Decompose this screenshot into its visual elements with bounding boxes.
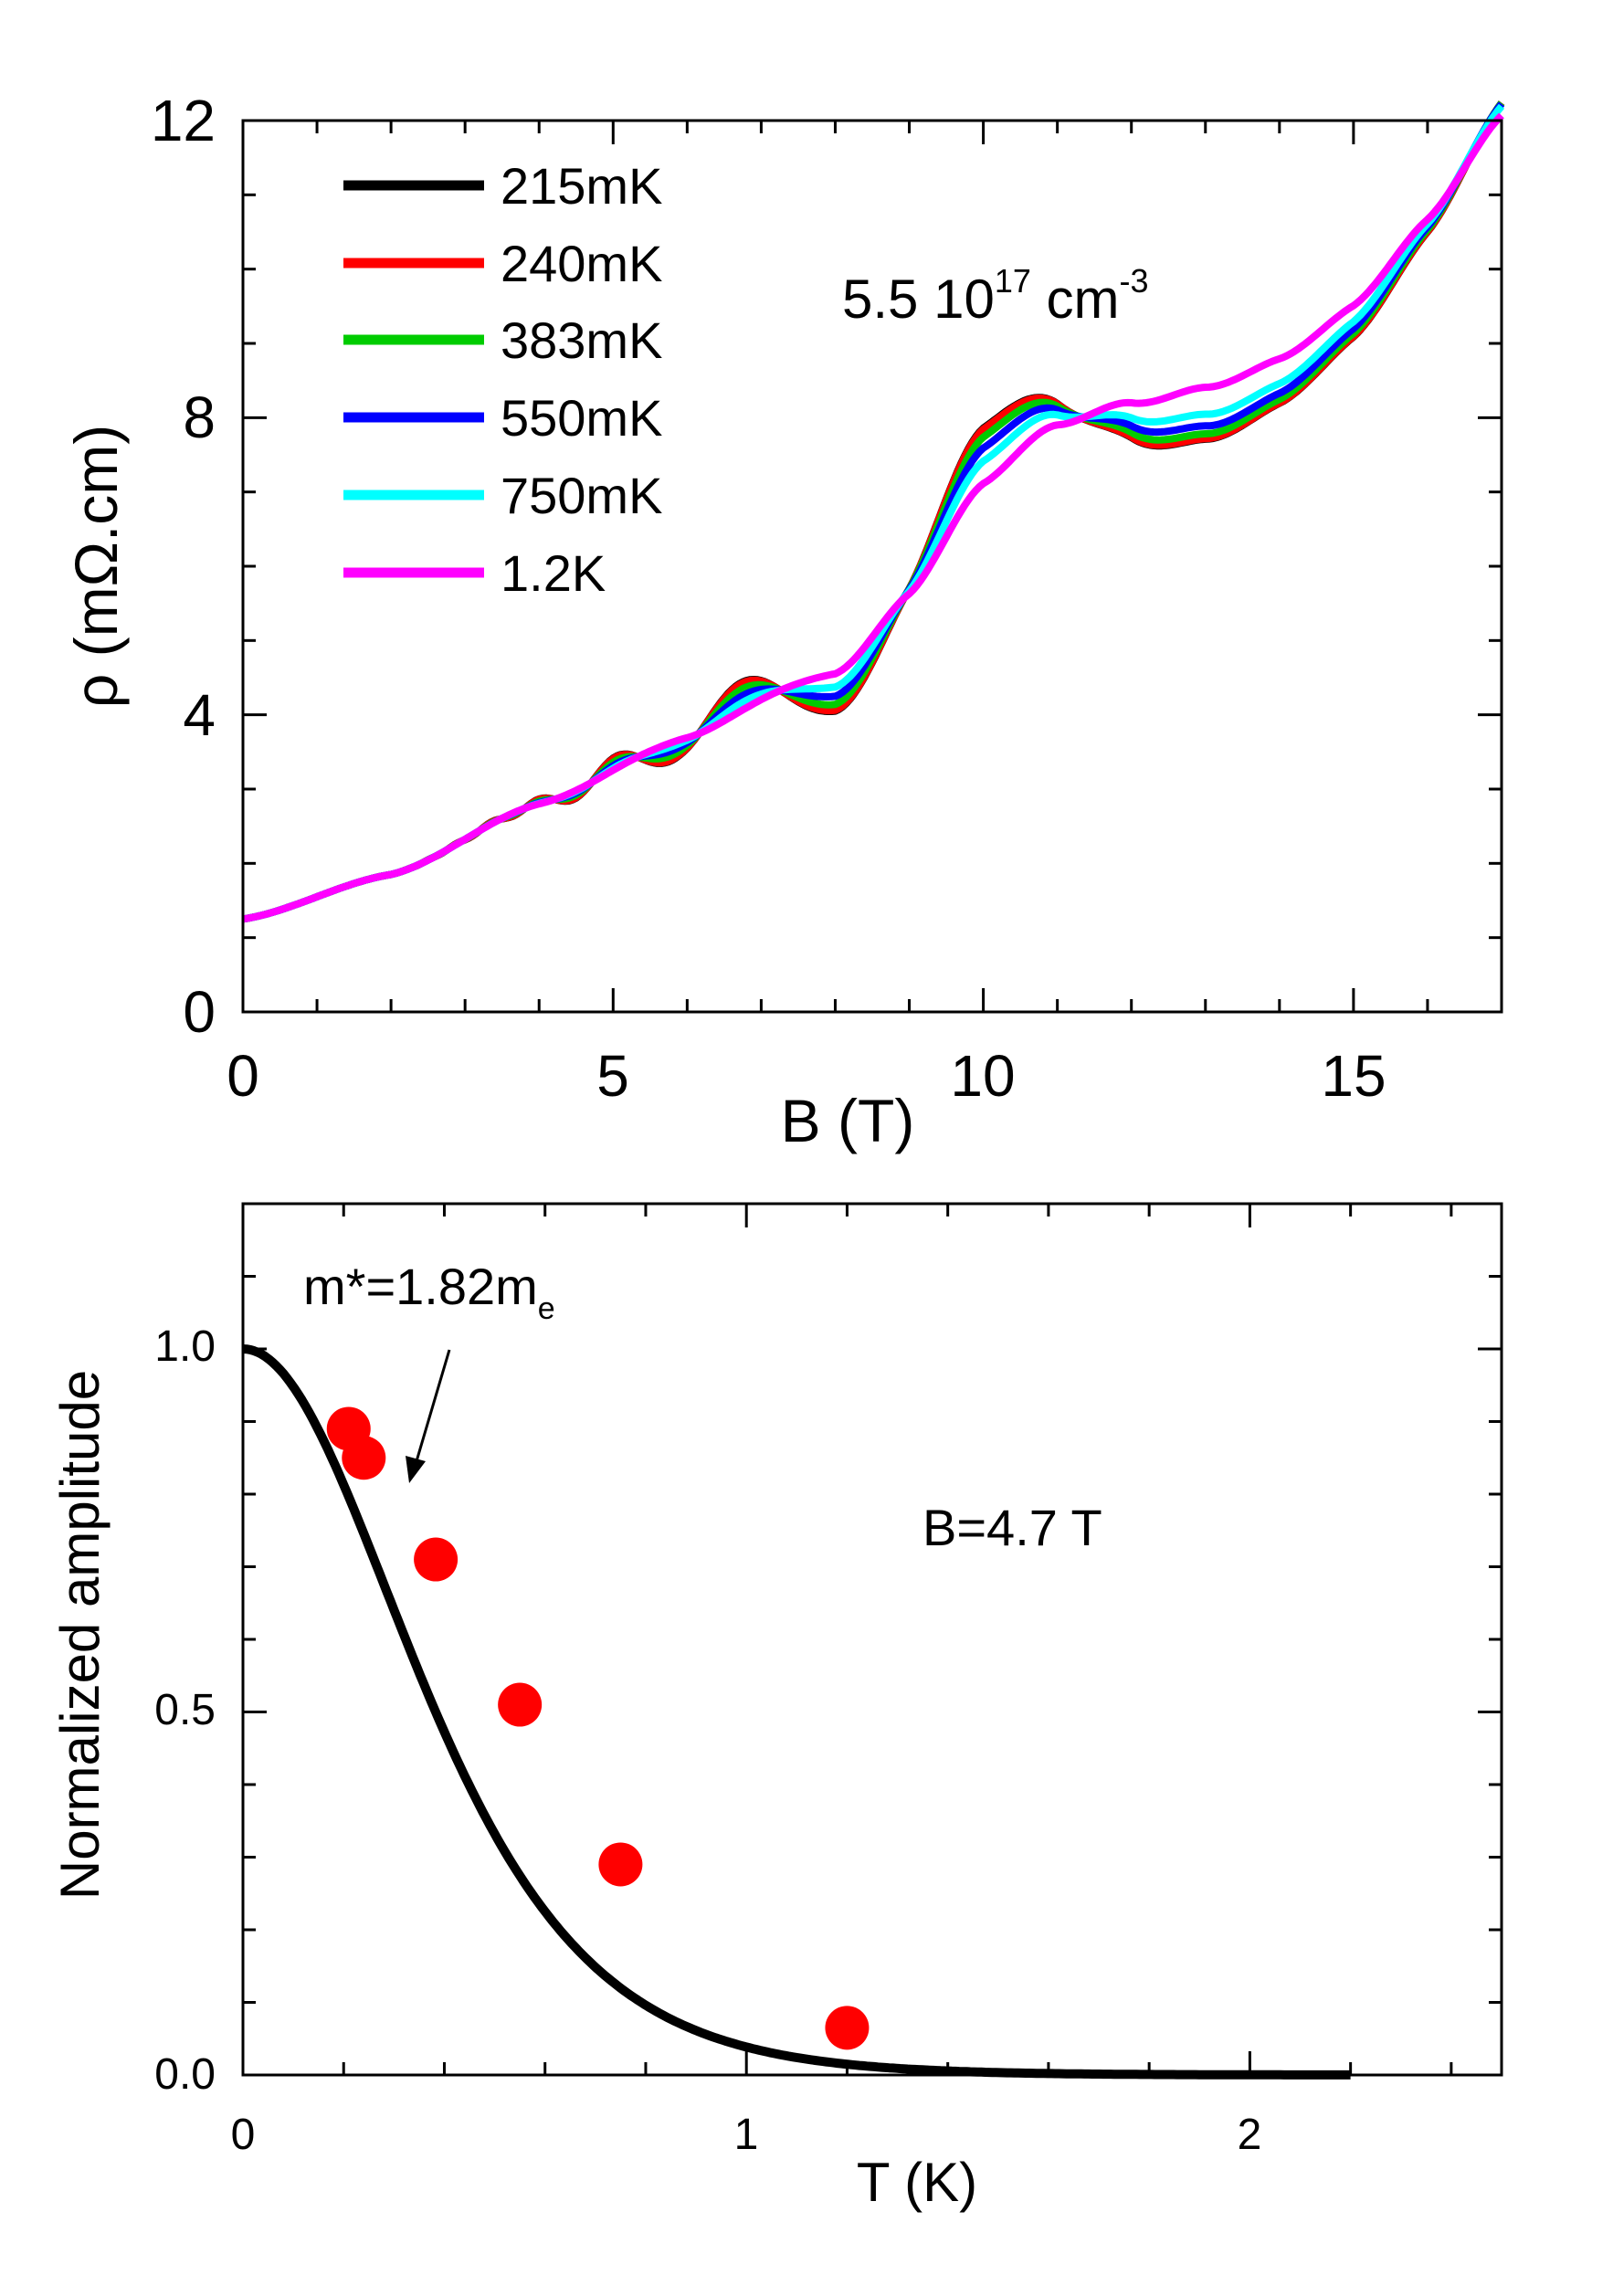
legend-label-383mK: 383mK bbox=[501, 311, 662, 369]
bottom-plot-frame bbox=[241, 1202, 1503, 2077]
bottom-x-tick-label-0: 0 bbox=[231, 2111, 256, 2159]
legend-label-1.2K: 1.2K bbox=[501, 544, 606, 602]
density-base: 5.5 10 bbox=[842, 269, 995, 330]
mass-sub: e bbox=[538, 1291, 555, 1326]
bottom-x-tick-label-2: 2 bbox=[1238, 2111, 1262, 2159]
series-line-750mK bbox=[242, 103, 1505, 923]
top-y-axis-title: ρ (mΩ.cm) bbox=[62, 425, 130, 708]
top-chart: 12 8 4 0 0 5 10 15 B (T) ρ (mΩ.cm) 5.5 1… bbox=[62, 88, 1505, 1154]
annotation-arrow bbox=[406, 1349, 451, 1483]
data-point bbox=[498, 1682, 543, 1727]
top-density-annotation: 5.5 1017 cm-3 bbox=[842, 262, 1149, 330]
top-y-tick-label-0: 0 bbox=[183, 979, 216, 1045]
lk-fit-curve bbox=[242, 1344, 1352, 2080]
legend-label-215mK: 215mK bbox=[501, 157, 662, 215]
top-series-layer bbox=[242, 100, 1505, 923]
top-y-tick-label-4: 4 bbox=[183, 682, 216, 748]
bottom-x-tick-label-1: 1 bbox=[734, 2111, 759, 2159]
legend-label-240mK: 240mK bbox=[501, 235, 662, 292]
series-line-550mK bbox=[242, 101, 1505, 923]
top-y-tick-label-8: 8 bbox=[183, 384, 216, 450]
series-line-1.2K bbox=[242, 112, 1504, 923]
legend-label-750mK: 750mK bbox=[501, 467, 662, 524]
top-x-axis-title: B (T) bbox=[781, 1087, 915, 1154]
density-unit: cm bbox=[1031, 269, 1120, 330]
data-point bbox=[342, 1436, 386, 1480]
bottom-chart: 1.0 0.5 0.0 0 1 2 T (K) Normalized ampli… bbox=[49, 1202, 1503, 2213]
data-point bbox=[598, 1842, 643, 1887]
bottom-y-tick-label-0.5: 0.5 bbox=[154, 1686, 216, 1734]
data-point bbox=[825, 2006, 870, 2050]
data-point bbox=[414, 1537, 459, 1582]
top-legend: 215mK 240mK 383mK 550mK 750mK 1.2K bbox=[343, 157, 662, 602]
data-points bbox=[326, 1406, 870, 2050]
bottom-ticks bbox=[241, 1202, 1502, 2077]
bottom-y-tick-label-0.0: 0.0 bbox=[154, 2050, 216, 2099]
bottom-y-axis-title: Normalized amplitude bbox=[49, 1370, 111, 1900]
bottom-y-tick-label-1.0: 1.0 bbox=[154, 1322, 216, 1371]
series-line-383mK bbox=[242, 100, 1505, 923]
top-x-tick-label-10: 10 bbox=[950, 1043, 1015, 1109]
top-x-tick-label-0: 0 bbox=[227, 1043, 259, 1109]
density-unit-exp: -3 bbox=[1120, 262, 1149, 300]
bottom-x-axis-title: T (K) bbox=[857, 2152, 977, 2213]
series-line-215mK bbox=[242, 100, 1505, 923]
field-annotation: B=4.7 T bbox=[922, 1499, 1102, 1556]
top-y-tick-label-12: 12 bbox=[151, 88, 216, 153]
top-ticks bbox=[241, 119, 1503, 1014]
mass-base: m*=1.82m bbox=[303, 1258, 538, 1315]
density-exp: 17 bbox=[995, 262, 1031, 300]
effective-mass-annotation: m*=1.82me bbox=[303, 1258, 555, 1326]
series-line-240mK bbox=[242, 100, 1505, 923]
legend-label-550mK: 550mK bbox=[501, 389, 662, 447]
top-x-tick-label-5: 5 bbox=[596, 1043, 629, 1109]
top-x-tick-label-15: 15 bbox=[1321, 1043, 1386, 1109]
top-plot-frame bbox=[241, 119, 1503, 1014]
